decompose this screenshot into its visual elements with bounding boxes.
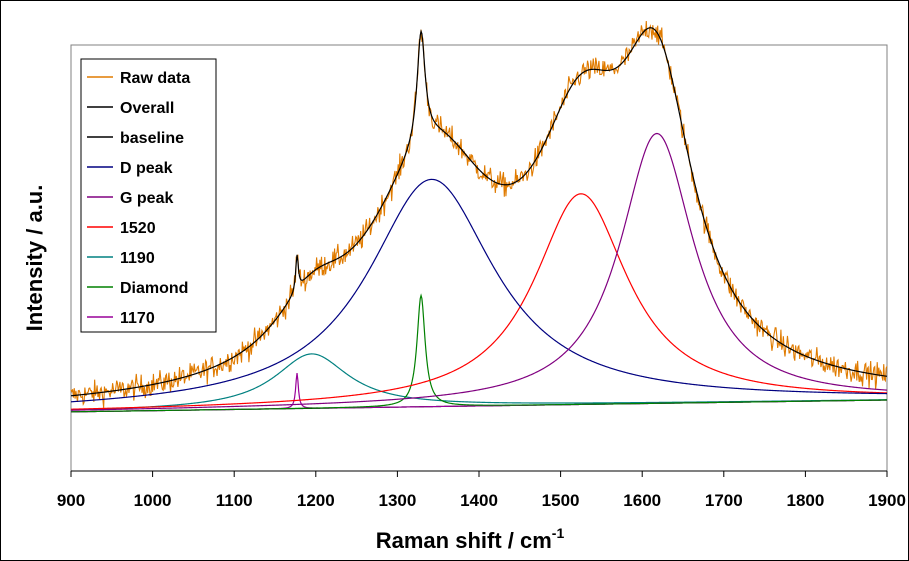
x-axis-title-text: Raman shift / cm (376, 528, 552, 553)
series-1520-line (70, 193, 888, 410)
x-tick-label: 1300 (378, 491, 416, 510)
legend-label-diamond: Diamond (120, 280, 188, 297)
series-raw-data-line (70, 21, 888, 408)
series-g-peak-line (70, 132, 888, 411)
legend: Raw data Overall baseline D peak G peak 1520 1… (80, 58, 217, 333)
legend-label-1520: 1520 (120, 220, 156, 237)
x-ticks: 900 1000 1100 1200 1300 1400 1500 1600 1700 1800 1… (57, 471, 906, 510)
y-axis-title: Intensity / a.u. (22, 185, 47, 332)
series-overall-line (70, 27, 888, 397)
legend-label-1170: 1170 (120, 310, 155, 327)
x-tick-label: 1900 (868, 491, 906, 510)
x-tick-label: 1700 (705, 491, 743, 510)
x-tick-label: 1400 (460, 491, 498, 510)
x-tick-label: 1800 (786, 491, 824, 510)
x-tick-label: 1200 (297, 491, 335, 510)
x-axis-title: Raman shift / cm-1 (376, 525, 565, 553)
legend-label-raw-data: Raw data (120, 70, 190, 87)
x-tick-label: 1600 (623, 491, 661, 510)
legend-label-1190: 1190 (120, 250, 155, 267)
legend-label-overall: Overall (120, 100, 174, 117)
legend-label-d-peak: D peak (120, 160, 173, 177)
series-d-peak-line (70, 178, 888, 403)
legend-label-baseline: baseline (120, 130, 184, 147)
x-axis-title-superscript: -1 (552, 525, 565, 541)
legend-label-g-peak: G peak (120, 190, 173, 207)
series-diamond-line (70, 293, 888, 413)
x-tick-label: 900 (57, 491, 85, 510)
x-tick-label: 1000 (134, 491, 172, 510)
x-tick-label: 1500 (542, 491, 580, 510)
x-tick-label: 1100 (216, 491, 253, 510)
curves-layer (70, 21, 888, 413)
